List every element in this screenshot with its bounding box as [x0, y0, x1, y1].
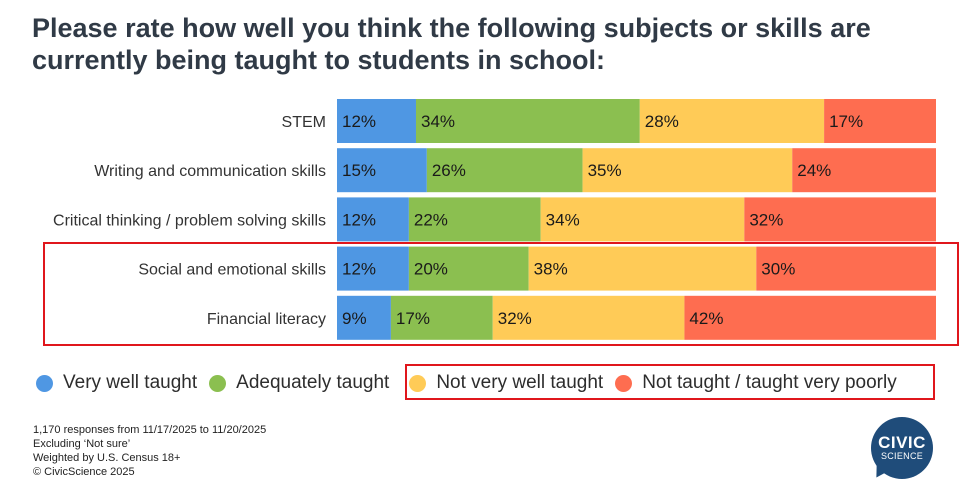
legend-swatch [36, 374, 53, 392]
data-label: 24% [797, 161, 831, 180]
footnote-copyright: © CivicScience 2025 [33, 466, 135, 478]
data-label: 32% [749, 210, 783, 229]
bar-segment [824, 99, 936, 143]
bar-segment [337, 197, 409, 242]
highlight-box-legend [405, 364, 935, 400]
category-label: Writing and communication skills [94, 163, 326, 180]
bar-segment [744, 197, 936, 242]
bar-segment [337, 295, 391, 340]
data-label: 42% [689, 309, 723, 328]
legend-swatch [209, 374, 227, 392]
bar-segment [390, 295, 493, 340]
data-label: 12% [342, 210, 376, 229]
data-label: 32% [498, 309, 532, 328]
category-label: Financial literacy [207, 311, 326, 328]
bar-segment [408, 197, 541, 242]
legend-item-not-very-well: Not very well taught [409, 372, 603, 394]
legend-item-adequately: Adequately taught [209, 372, 389, 394]
data-label: 35% [588, 161, 622, 180]
category-label: STEM [282, 114, 326, 131]
data-label: 26% [432, 161, 466, 180]
data-label: 12% [342, 260, 376, 279]
bar-segment [415, 99, 640, 143]
data-label: 17% [829, 112, 863, 131]
footnote-excluding: Excluding ‘Not sure’ [33, 438, 131, 450]
data-label: 22% [414, 210, 448, 229]
category-label: Critical thinking / problem solving skil… [53, 212, 326, 229]
bar-segment [492, 295, 685, 340]
bar-segment [756, 246, 936, 291]
bar-segment [408, 246, 529, 291]
legend-swatch [409, 374, 427, 392]
bar-segment [639, 99, 825, 143]
legend-label: Not very well taught [436, 372, 604, 393]
data-label: 9% [342, 309, 367, 328]
footnote-responses: 1,170 responses from 11/17/2025 to 11/20… [33, 424, 267, 436]
footnote-weighting: Weighted by U.S. Census 18+ [33, 452, 181, 464]
bar-segment [337, 99, 416, 143]
data-label: 17% [396, 309, 430, 328]
legend-label: Adequately taught [236, 372, 390, 393]
data-label: 20% [414, 260, 448, 279]
logo-text-civic: CIVIC [878, 433, 926, 452]
logo-text-science: SCIENCE [880, 451, 924, 461]
data-label: 38% [534, 260, 568, 279]
category-label: Social and emotional skills [138, 262, 326, 279]
bar-segment [792, 148, 936, 193]
data-label: 12% [342, 112, 376, 131]
legend-item-very-well: Very well taught [36, 372, 197, 394]
legend-swatch [615, 374, 633, 392]
footnotes: 1,170 responses from 11/17/2025 to 11/20… [33, 423, 266, 479]
data-label: 34% [546, 210, 580, 229]
bar-segment [540, 197, 745, 242]
data-label: 15% [342, 161, 376, 180]
legend-label: Very well taught [63, 372, 198, 393]
bar-segment [337, 246, 409, 291]
legend: Very well taught Adequately taught Not v… [36, 369, 909, 397]
data-label: 34% [421, 112, 455, 131]
civicscience-logo: CIVIC SCIENCE [871, 417, 933, 479]
bar-segment [684, 295, 936, 340]
bar-segment [426, 148, 583, 193]
bar-segment [337, 148, 427, 193]
bar-segment [582, 148, 793, 193]
bar-segment [528, 246, 757, 291]
highlight-box-rows [43, 242, 959, 346]
legend-label: Not taught / taught very poorly [642, 372, 897, 393]
chart-title: Please rate how well you think the follo… [32, 13, 871, 75]
data-label: 28% [645, 112, 679, 131]
data-label: 30% [761, 260, 795, 279]
legend-item-not-taught: Not taught / taught very poorly [615, 372, 897, 394]
